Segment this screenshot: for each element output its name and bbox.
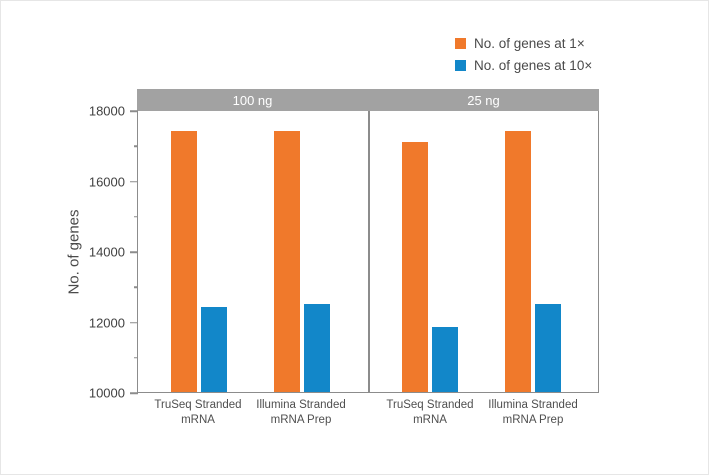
bar-100ng-illumina-10x — [304, 303, 330, 392]
x-label-25ng-illumina: Illumina Stranded mRNA Prep — [488, 399, 578, 426]
y-tick-minor — [134, 145, 138, 147]
legend-label-10x: No. of genes at 10× — [474, 58, 593, 73]
panel-header-100ng: 100 ng — [232, 92, 273, 108]
bar-25ng-illumina-1x — [504, 131, 531, 392]
bar-100ng-truseq-10x — [201, 307, 227, 392]
legend-swatch-10x-icon — [455, 60, 466, 71]
y-tick-minor — [134, 286, 138, 288]
legend-swatch-1x-icon — [455, 38, 466, 49]
legend-item-10x: No. of genes at 10× — [455, 58, 592, 73]
y-tick-minor — [134, 357, 138, 359]
y-tick-label: 12000 — [88, 315, 125, 330]
y-tick-minor — [134, 216, 138, 218]
y-tick-major — [130, 392, 138, 394]
legend-item-1x: No. of genes at 1× — [455, 36, 592, 51]
y-axis-title: No. of genes — [65, 209, 83, 295]
bar-25ng-truseq-1x — [401, 141, 428, 392]
y-tick-label: 14000 — [88, 244, 125, 260]
bar-100ng-illumina-1x — [274, 131, 300, 392]
y-tick-major — [130, 180, 138, 183]
y-tick-major — [130, 251, 138, 253]
x-label-100ng-truseq: TruSeq Stranded mRNA — [154, 399, 242, 426]
panel-header-25ng: 25 ng — [467, 92, 500, 108]
legend-label-1x: No. of genes at 1× — [474, 36, 585, 51]
x-label-25ng-truseq: TruSeq Stranded mRNA — [386, 399, 474, 426]
y-tick-label: 10000 — [88, 385, 125, 401]
panel-divider — [368, 111, 370, 392]
y-tick-label: 16000 — [88, 174, 125, 189]
bar-25ng-illumina-10x — [534, 303, 561, 392]
bar-25ng-truseq-10x — [431, 326, 458, 392]
plot-area: 10000 12000 14000 16000 18000 — [89, 104, 599, 401]
y-tick-major — [130, 110, 138, 112]
panel-header-band: 100 ng 25 ng — [137, 89, 599, 111]
legend: No. of genes at 1× No. of genes at 10× — [455, 36, 592, 80]
y-tick-major — [130, 321, 138, 324]
x-label-100ng-illumina: Illumina Stranded mRNA Prep — [256, 399, 346, 426]
y-tick-label: 18000 — [88, 103, 125, 119]
bar-100ng-truseq-1x — [171, 131, 197, 392]
